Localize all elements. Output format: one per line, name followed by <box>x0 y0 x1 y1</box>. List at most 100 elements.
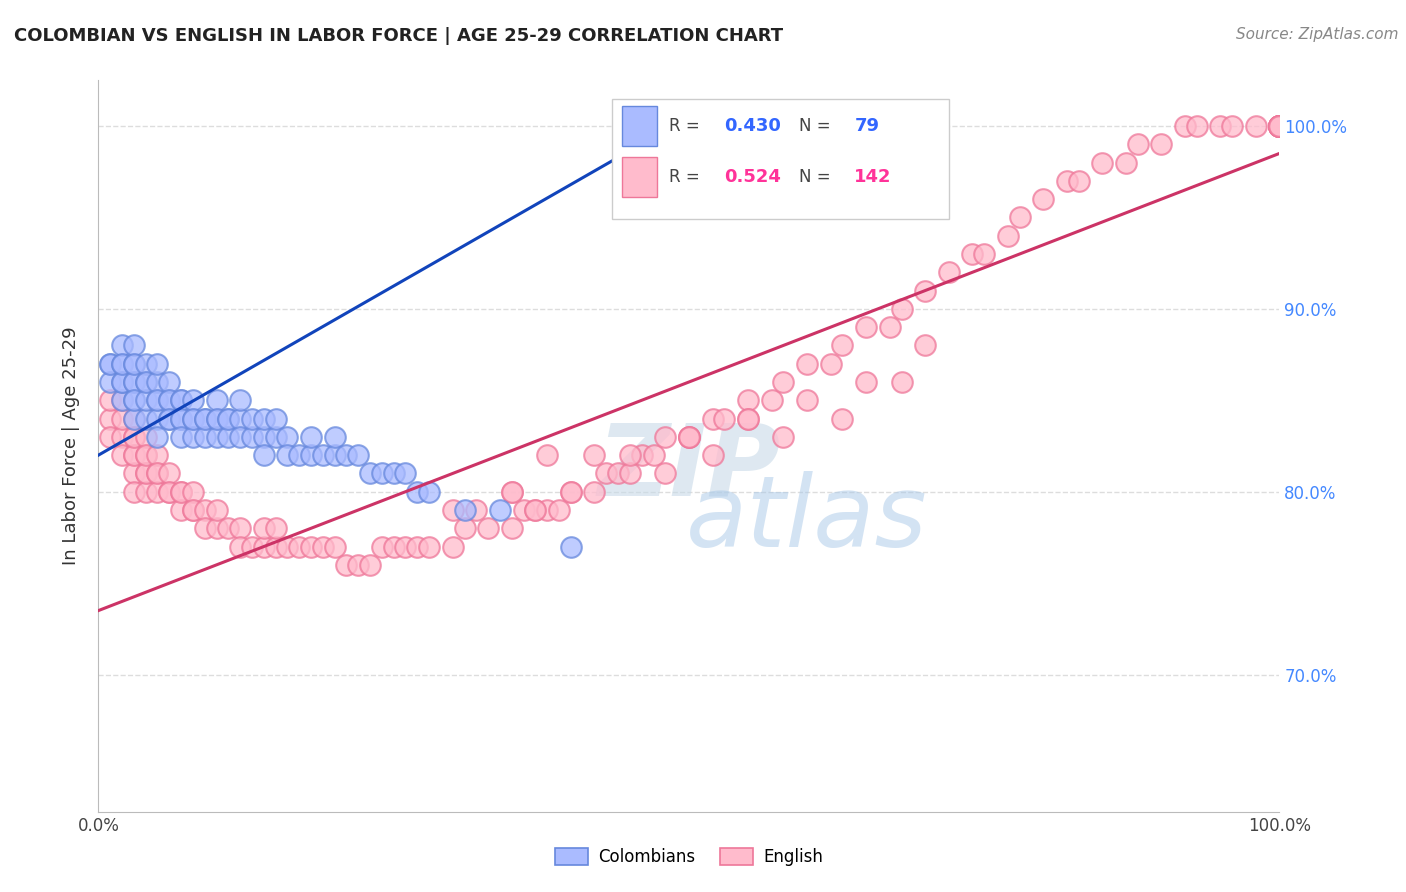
Point <box>157 393 180 408</box>
Point <box>512 503 534 517</box>
Point <box>157 484 180 499</box>
Point <box>135 448 157 462</box>
Point <box>276 540 298 554</box>
Point <box>135 393 157 408</box>
Point <box>406 540 429 554</box>
Point <box>1220 119 1243 133</box>
Text: atlas: atlas <box>686 471 928 567</box>
Point <box>630 448 652 462</box>
Point <box>170 484 193 499</box>
Point <box>406 484 429 499</box>
Point <box>135 430 157 444</box>
Point <box>820 357 842 371</box>
Point <box>122 411 145 425</box>
Point <box>122 357 145 371</box>
Point <box>595 467 617 481</box>
Point <box>678 430 700 444</box>
Point <box>1268 119 1291 133</box>
Point <box>772 430 794 444</box>
Point <box>240 430 263 444</box>
Point <box>501 521 523 535</box>
Point <box>229 430 252 444</box>
Point <box>253 430 276 444</box>
Point <box>418 484 440 499</box>
Point <box>643 448 665 462</box>
Point <box>394 467 416 481</box>
Point <box>501 484 523 499</box>
Point <box>607 467 630 481</box>
Y-axis label: In Labor Force | Age 25-29: In Labor Force | Age 25-29 <box>62 326 80 566</box>
Point <box>312 448 335 462</box>
Point <box>453 503 475 517</box>
Point <box>1174 119 1197 133</box>
Point <box>1008 211 1031 225</box>
Text: R =: R = <box>669 117 700 135</box>
Point <box>1268 119 1291 133</box>
Point <box>146 357 169 371</box>
Point <box>146 393 169 408</box>
Point <box>276 430 298 444</box>
Point <box>619 467 641 481</box>
Point <box>98 393 121 408</box>
Point <box>1091 155 1114 169</box>
Point <box>194 430 217 444</box>
Text: 0.524: 0.524 <box>724 168 782 186</box>
Point <box>264 411 287 425</box>
Point <box>170 393 193 408</box>
Point <box>98 375 121 389</box>
Point <box>111 338 134 352</box>
Point <box>796 357 818 371</box>
Point <box>654 430 676 444</box>
Point <box>122 375 145 389</box>
Point <box>1268 119 1291 133</box>
Point <box>135 484 157 499</box>
Point <box>122 357 145 371</box>
Point <box>122 411 145 425</box>
Text: 142: 142 <box>855 168 891 186</box>
Point <box>181 411 204 425</box>
Point <box>713 411 735 425</box>
Bar <box>621 106 657 146</box>
Text: R =: R = <box>669 168 700 186</box>
Point <box>1067 174 1090 188</box>
Point <box>973 247 995 261</box>
Point <box>1185 119 1208 133</box>
Point <box>323 540 346 554</box>
Point <box>371 540 394 554</box>
Point <box>253 411 276 425</box>
Point <box>122 338 145 352</box>
Point <box>1268 119 1291 133</box>
Point <box>170 393 193 408</box>
Point <box>914 284 936 298</box>
Point <box>288 448 311 462</box>
Text: N =: N = <box>799 168 831 186</box>
Point <box>583 448 606 462</box>
Point <box>122 430 145 444</box>
Point <box>299 430 322 444</box>
Point <box>229 393 252 408</box>
Point <box>253 540 276 554</box>
Point <box>477 521 499 535</box>
Point <box>914 338 936 352</box>
Point <box>146 448 169 462</box>
Point <box>229 540 252 554</box>
Point <box>702 448 724 462</box>
Point <box>737 411 759 425</box>
Point <box>264 521 287 535</box>
Point <box>288 540 311 554</box>
Point <box>111 448 134 462</box>
Point <box>98 357 121 371</box>
Point <box>831 338 853 352</box>
Point <box>1032 192 1054 206</box>
Point <box>441 503 464 517</box>
Point <box>501 484 523 499</box>
Point <box>1268 119 1291 133</box>
Point <box>240 540 263 554</box>
Point <box>111 430 134 444</box>
Point <box>135 411 157 425</box>
Point <box>157 411 180 425</box>
Point <box>111 393 134 408</box>
Point <box>135 467 157 481</box>
Point <box>205 411 228 425</box>
Point <box>347 448 370 462</box>
